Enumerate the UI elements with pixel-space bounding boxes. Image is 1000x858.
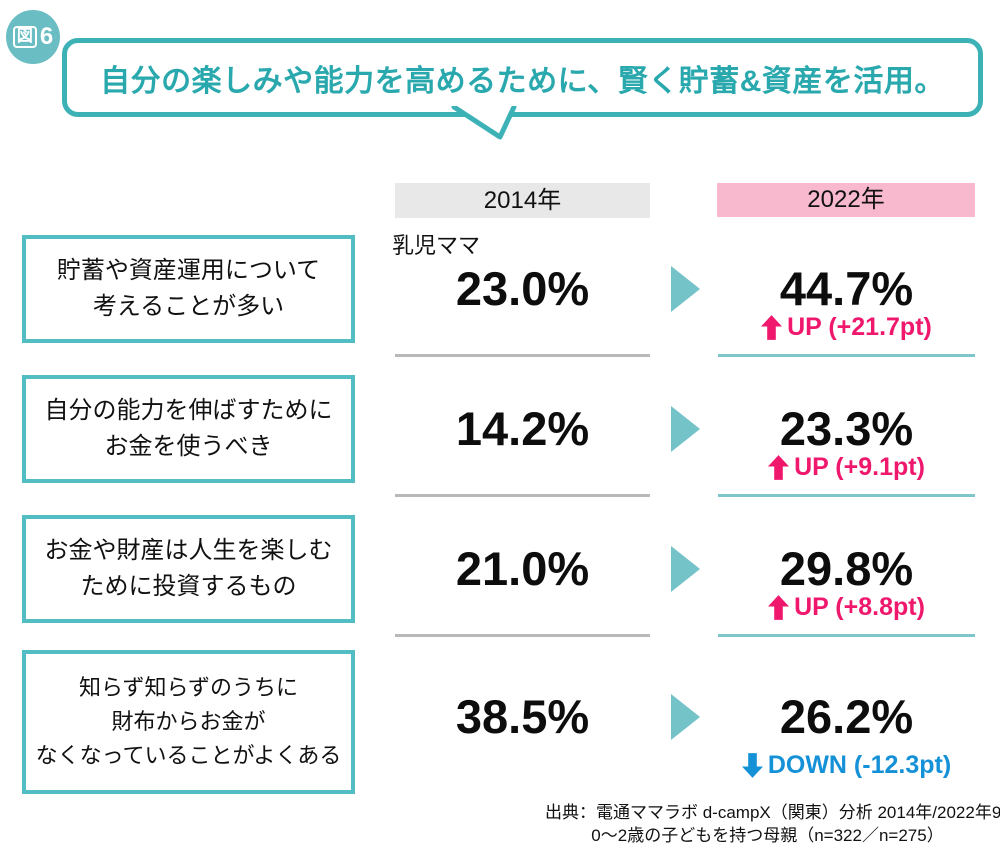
change-label: UP (+9.1pt) (794, 452, 925, 481)
question-box: 自分の能力を伸ばすために お金を使うべき (22, 375, 355, 483)
arrow-up-icon (768, 454, 790, 480)
figure-badge-number: 6 (39, 23, 54, 50)
separator-2014 (395, 354, 650, 357)
separator-2022 (718, 494, 975, 497)
value-2014: 23.0% (455, 262, 590, 315)
value-2022: 44.7% (779, 262, 914, 315)
question-line: 貯蓄や資産運用について (56, 257, 321, 284)
change-label: DOWN (-12.3pt) (767, 750, 952, 779)
question-box: お金や財産は人生を楽しむ ために投資するもの (22, 515, 355, 623)
separator-2022 (718, 634, 975, 637)
speech-bubble-tail-icon (451, 106, 517, 140)
column-header-2014: 2014年 (395, 183, 650, 218)
value-2014: 38.5% (455, 690, 590, 743)
arrow-right-icon (671, 406, 700, 452)
question-line: 知らず知らずのうちに (78, 675, 299, 700)
value-2022: 29.8% (779, 542, 914, 595)
arrow-right-icon (671, 546, 700, 592)
change-indicator: UP (+8.8pt) (718, 592, 975, 622)
change-indicator: UP (+9.1pt) (718, 452, 975, 482)
question-line: お金を使うべき (104, 433, 273, 460)
arrow-up-icon (768, 594, 790, 620)
figure-badge: 図 6 (6, 10, 60, 64)
arrow-up-icon (761, 314, 783, 340)
question-line: なくなっていることがよくある (35, 743, 342, 768)
question-line: 自分の能力を伸ばすために (44, 397, 333, 424)
group-label: 乳児ママ (392, 233, 481, 258)
arrow-right-icon (671, 694, 700, 740)
value-2014: 14.2% (455, 402, 590, 455)
arrow-right-icon (671, 266, 700, 312)
value-2022: 26.2% (779, 690, 914, 743)
change-label: UP (+8.8pt) (794, 592, 925, 621)
title-speech-bubble: 自分の楽しみや能力を高めるために、賢く貯蓄&資産を活用。 (62, 38, 983, 117)
separator-2022 (718, 354, 975, 357)
change-indicator: UP (+21.7pt) (718, 312, 975, 342)
source-line-1: 出典：電通ママラボ d-campX（関東）分析 2014年/2022年9月 (545, 803, 1000, 822)
source-line-2: 0〜2歳の子どもを持つ母親（n=322／n=275） (591, 826, 944, 845)
arrow-down-icon (741, 752, 763, 778)
question-line: 考えることが多い (92, 293, 285, 320)
separator-2014 (395, 494, 650, 497)
figure-title: 自分の楽しみや能力を高めるために、賢く貯蓄&資産を活用。 (100, 64, 945, 98)
separator-2014 (395, 634, 650, 637)
question-box: 貯蓄や資産運用について 考えることが多い (22, 235, 355, 343)
column-header-2022: 2022年 (717, 183, 975, 217)
value-2022: 23.3% (779, 402, 914, 455)
figure-badge-zu-label: 図 (12, 26, 37, 48)
change-indicator: DOWN (-12.3pt) (718, 750, 975, 780)
source-note: 出典：電通ママラボ d-campX（関東）分析 2014年/2022年9月 0〜… (545, 801, 1000, 847)
change-label: UP (+21.7pt) (787, 312, 932, 341)
question-line: ために投資するもの (80, 573, 297, 600)
question-line: 財布からお金が (111, 709, 266, 734)
question-line: お金や財産は人生を楽しむ (44, 537, 333, 564)
question-box: 知らず知らずのうちに 財布からお金が なくなっていることがよくある (22, 650, 355, 794)
value-2014: 21.0% (455, 542, 590, 595)
